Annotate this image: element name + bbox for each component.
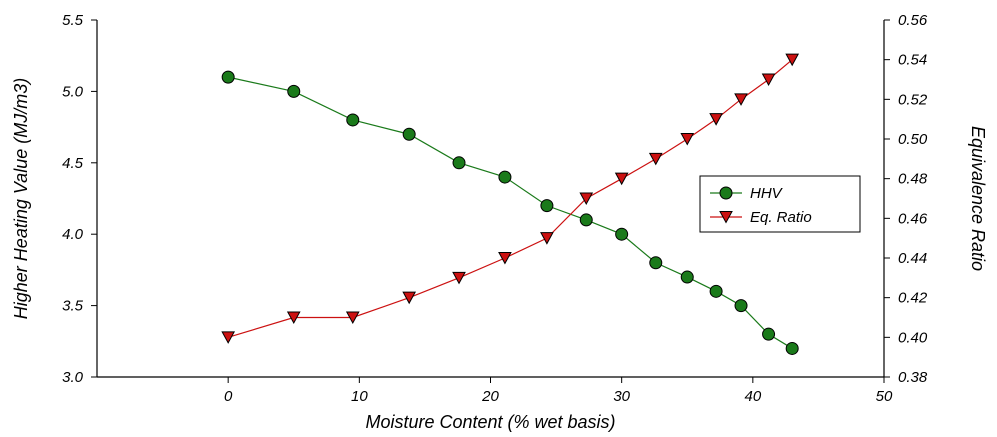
legend: HHV Eq. Ratio <box>699 175 861 233</box>
x-axis-title: Moisture Content (% wet basis) <box>365 412 615 432</box>
eq-ratio-data-point <box>345 311 360 325</box>
hhv-data-point <box>579 213 593 227</box>
series-layer <box>221 53 800 355</box>
x-tick-label: 0 <box>224 388 233 405</box>
right-y-tick-label: 0.54 <box>898 52 927 69</box>
right-y-tick-label: 0.42 <box>898 290 928 307</box>
left-y-tick-label: 5.5 <box>62 12 84 29</box>
eq-ratio-data-point <box>498 252 512 265</box>
left-y-axis-title: Higher Heating Value (MJ/m3) <box>11 78 31 319</box>
x-tick-label: 30 <box>613 388 630 405</box>
hhv-data-point <box>287 84 301 98</box>
hhv-data-point <box>649 256 663 270</box>
hhv-data-point <box>221 70 235 84</box>
hhv-data-point <box>680 270 694 284</box>
x-tick-label: 40 <box>744 388 761 405</box>
left-y-tick-label: 3.0 <box>62 369 84 386</box>
eq-ratio-data-point <box>680 133 695 146</box>
hhv-data-point <box>540 199 554 213</box>
hhv-data-point <box>346 113 360 127</box>
hhv-data-point <box>709 284 723 298</box>
eq-ratio-data-point <box>709 113 723 126</box>
left-y-tick-label: 4.0 <box>62 226 84 243</box>
right-y-tick-label: 0.44 <box>898 250 927 267</box>
x-tick-label: 20 <box>481 388 499 405</box>
right-y-tick-label: 0.46 <box>898 210 928 227</box>
hhv-data-point <box>762 327 776 341</box>
eq-ratio-data-point <box>761 73 776 87</box>
hhv-data-point <box>452 156 466 170</box>
eq-ratio-data-point <box>221 331 236 344</box>
left-y-tick-label: 5.0 <box>62 83 84 100</box>
left-y-tick-label: 4.5 <box>62 155 84 172</box>
right-y-tick-label: 0.38 <box>898 369 928 386</box>
right-y-tick-label: 0.40 <box>898 329 928 346</box>
right-y-axis-title: Equivalence Ratio <box>968 126 988 271</box>
hhv-data-point <box>785 341 799 355</box>
hhv-data-point <box>498 170 512 184</box>
eq-ratio-data-point <box>540 232 554 245</box>
legend-box <box>699 175 861 233</box>
right-y-tick-label: 0.52 <box>898 91 928 108</box>
right-y-tick-label: 0.50 <box>898 131 928 148</box>
eq-ratio-data-point <box>614 172 629 186</box>
legend-label: HHV <box>750 185 784 202</box>
legend-marker <box>719 186 733 200</box>
hhv-data-point <box>734 299 748 313</box>
legend-label: Eq. Ratio <box>750 209 812 226</box>
right-y-tick-label: 0.48 <box>898 171 928 188</box>
eq-ratio-data-point <box>286 311 301 325</box>
legend-marker <box>719 211 733 224</box>
eq-ratio-data-point <box>734 93 748 106</box>
x-tick-label: 10 <box>351 388 368 405</box>
eq-ratio-data-point <box>402 291 417 305</box>
eq-ratio-data-point <box>648 152 663 166</box>
hhv-data-point <box>615 227 629 241</box>
right-y-tick-label: 0.56 <box>898 12 928 29</box>
axes: 0 10 20 30 40 50 3.0 3.5 4.0 4.5 5.0 5.5 0.38 0.40 0.4… <box>62 12 928 405</box>
eq-ratio-data-point <box>579 192 594 206</box>
hhv-data-point <box>402 127 416 141</box>
x-tick-label: 50 <box>876 388 893 405</box>
eq-ratio-data-point <box>452 271 466 285</box>
left-y-tick-label: 3.5 <box>62 298 84 315</box>
eq-ratio-data-point <box>785 53 800 67</box>
